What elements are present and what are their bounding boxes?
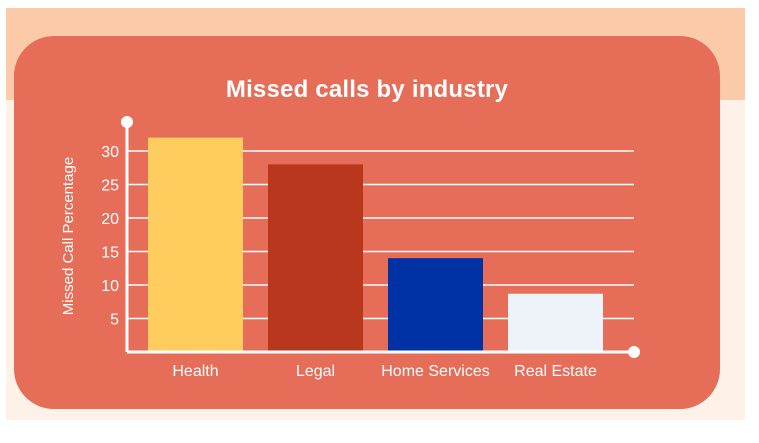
x-tick-label: Legal <box>296 363 335 380</box>
y-tick-label: 25 <box>101 178 119 195</box>
bar-home-services <box>388 258 483 352</box>
chart-title: Missed calls by industry <box>225 76 509 103</box>
x-tick-label: Health <box>172 363 218 380</box>
x-tick-label: Real Estate <box>514 363 597 380</box>
y-tick-label: 20 <box>101 211 119 228</box>
bar-health <box>148 137 243 352</box>
y-tick-label: 15 <box>101 245 119 262</box>
y-tick-label: 5 <box>110 312 119 329</box>
x-tick-label: Home Services <box>381 363 489 380</box>
y-tick-label: 30 <box>101 144 119 161</box>
y-axis-end-dot <box>121 116 133 128</box>
bar-real-estate <box>508 293 603 352</box>
y-tick-label: 10 <box>101 278 119 295</box>
bar-legal <box>268 164 363 352</box>
x-axis-end-dot <box>628 346 640 358</box>
y-axis-label: Missed Call Percentage <box>60 157 77 315</box>
